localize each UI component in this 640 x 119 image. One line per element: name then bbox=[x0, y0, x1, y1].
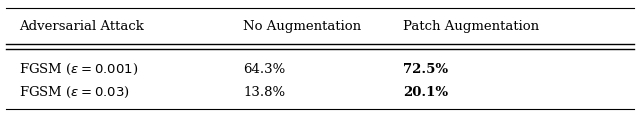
Text: 64.3%: 64.3% bbox=[243, 62, 285, 76]
Text: 13.8%: 13.8% bbox=[243, 86, 285, 99]
Text: No Augmentation: No Augmentation bbox=[243, 20, 362, 33]
Text: Adversarial Attack: Adversarial Attack bbox=[19, 20, 144, 33]
Text: FGSM ($\epsilon = 0.001$): FGSM ($\epsilon = 0.001$) bbox=[19, 62, 138, 77]
Text: 20.1%: 20.1% bbox=[403, 86, 449, 99]
Text: Patch Augmentation: Patch Augmentation bbox=[403, 20, 540, 33]
Text: 72.5%: 72.5% bbox=[403, 62, 449, 76]
Text: FGSM ($\epsilon = 0.03$): FGSM ($\epsilon = 0.03$) bbox=[19, 85, 130, 100]
